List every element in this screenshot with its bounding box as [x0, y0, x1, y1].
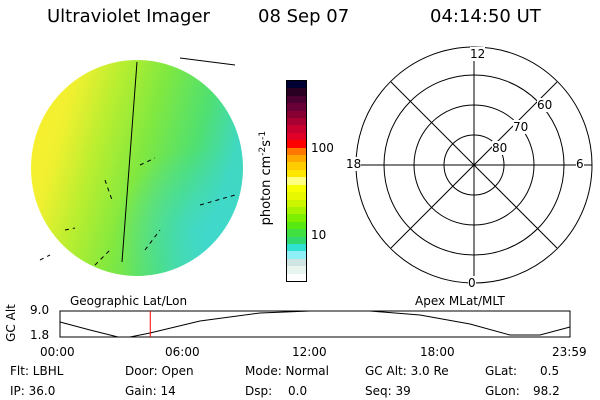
colorbar-band	[287, 221, 306, 230]
colorbar-band	[287, 140, 306, 148]
glat-value: 0.5	[540, 364, 560, 378]
colorbar-band	[287, 110, 306, 119]
altitude-curve	[59, 310, 571, 338]
colorbar-band	[287, 199, 306, 207]
ytick-1.8: 1.8	[30, 328, 50, 342]
dsp-value: 0.0	[288, 384, 308, 398]
xtick: 18:00	[420, 345, 455, 359]
xtick: 12:00	[292, 345, 327, 359]
mlt-18: 18	[346, 157, 362, 171]
filter: Flt: LBHL	[10, 364, 64, 378]
polar-coord-label: Apex MLat/MLT	[415, 294, 505, 308]
colorbar-band	[287, 251, 306, 259]
colorbar-band	[287, 125, 306, 133]
xtick: 00:00	[40, 345, 75, 359]
mlat-60: 60	[537, 98, 553, 112]
colorbar-band	[287, 266, 306, 274]
instrument-title: Ultraviolet Imager	[47, 6, 210, 27]
colorbar-band	[287, 95, 306, 104]
colorbar-tick-100: 100	[311, 141, 334, 155]
colorbar-band	[287, 147, 306, 156]
colorbar-band	[287, 103, 306, 111]
mode: Mode: Normal	[245, 364, 329, 378]
gc-alt: GC Alt: 3.0 Re	[365, 364, 449, 378]
colorbar-band	[287, 132, 306, 141]
glon-label: GLon:	[485, 384, 520, 398]
colorbar-band	[287, 214, 306, 222]
seq: Seq: 39	[365, 384, 411, 398]
meridian-line	[121, 61, 138, 263]
ytick-9: 9.0	[30, 303, 50, 317]
colorbar-band	[287, 162, 306, 170]
mlt-6: 6	[576, 157, 584, 171]
colorbar	[286, 80, 307, 282]
ip: IP: 36.0	[10, 384, 56, 398]
colorbar-tick-10: 10	[311, 228, 327, 242]
door: Door: Open	[125, 364, 194, 378]
dsp-label: Dsp:	[245, 384, 273, 398]
colorbar-band	[287, 88, 306, 96]
colorbar-band	[287, 118, 306, 126]
altitude-axis-label: GC Alt	[3, 304, 18, 342]
colorbar-band	[287, 184, 306, 193]
colorbar-band	[287, 192, 306, 200]
colorbar-band	[287, 169, 306, 178]
colorbar-band	[287, 177, 306, 185]
mlat-70: 70	[513, 120, 529, 134]
image-projection-label: Geographic Lat/Lon	[70, 294, 188, 308]
date: 08 Sep 07	[258, 6, 350, 27]
mlt-0: 0	[468, 276, 476, 290]
colorbar-band	[287, 206, 306, 215]
colorbar-band	[287, 155, 306, 163]
mlat-80: 80	[492, 141, 508, 155]
colorbar-band	[287, 273, 306, 281]
colorbar-band	[287, 258, 306, 267]
glat-label: GLat:	[485, 364, 518, 378]
glon-value: 98.2	[533, 384, 560, 398]
mlt-12: 12	[470, 47, 486, 61]
xtick: 23:59	[552, 345, 587, 359]
xtick: 06:00	[165, 345, 200, 359]
colorbar-band	[287, 81, 306, 89]
gain: Gain: 14	[125, 384, 176, 398]
colorbar-band	[287, 236, 306, 244]
colorbar-band	[287, 243, 306, 252]
time: 04:14:50 UT	[430, 6, 541, 27]
colorbar-band	[287, 229, 306, 237]
